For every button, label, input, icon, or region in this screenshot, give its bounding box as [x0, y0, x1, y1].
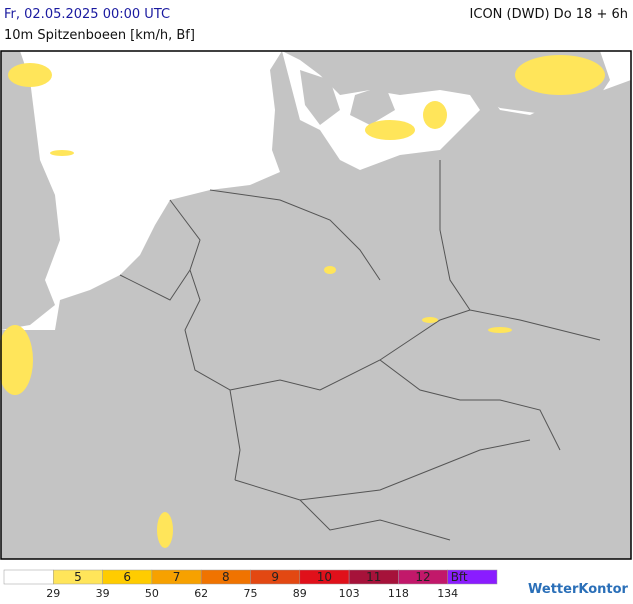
legend-bft-label: 11	[366, 570, 381, 584]
map	[0, 50, 632, 560]
legend-kmh-label: 89	[293, 587, 307, 600]
legend-swatch	[3, 569, 54, 585]
legend-kmh-label: 75	[244, 587, 258, 600]
brand-logo: WetterKontor	[528, 582, 629, 597]
legend-bft-label: 8	[222, 570, 230, 584]
parameter-label: 10m Spitzenboeen [km/h, Bf]	[4, 28, 195, 43]
legend-kmh-label: 50	[145, 587, 159, 600]
legend-bft-label: 9	[271, 570, 279, 584]
legend-bft-label: 10	[317, 570, 332, 584]
legend-bft-label: 6	[123, 570, 131, 584]
legend-kmh-label: 118	[388, 587, 409, 600]
legend-kmh-label: 39	[96, 587, 110, 600]
legend-bft-label: Bft	[451, 570, 468, 584]
legend-swatch	[447, 569, 498, 585]
legend-bft-label: 5	[74, 570, 82, 584]
legend-bft-label: 12	[415, 570, 430, 584]
model-label: ICON (DWD) Do 18 + 6h	[470, 7, 628, 22]
legend-kmh-label: 29	[46, 587, 60, 600]
legend-kmh-label: 134	[437, 587, 458, 600]
legend-kmh-label: 103	[339, 587, 360, 600]
date-label: Fr, 02.05.2025 00:00 UTC	[4, 7, 170, 22]
legend-kmh-label: 62	[194, 587, 208, 600]
legend-bft-label: 7	[173, 570, 181, 584]
